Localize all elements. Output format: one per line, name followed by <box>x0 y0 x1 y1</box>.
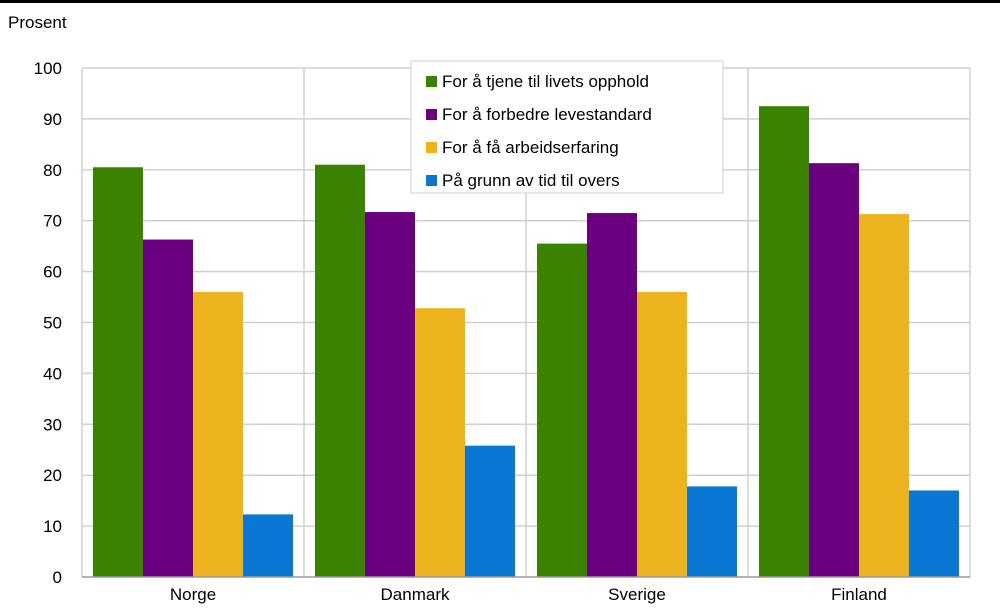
x-tick-label: Norge <box>170 585 216 604</box>
bar <box>415 308 465 577</box>
bar <box>859 214 909 577</box>
top-rule <box>0 0 1000 3</box>
legend-label: For å få arbeidserfaring <box>442 138 619 157</box>
y-tick-label: 20 <box>43 466 62 485</box>
y-tick-label: 10 <box>43 517 62 536</box>
bar <box>193 291 243 577</box>
bar <box>365 212 415 577</box>
legend-label: På grunn av tid til overs <box>442 171 620 190</box>
bar <box>687 486 737 577</box>
y-tick-label: 90 <box>43 110 62 129</box>
legend-swatch <box>426 109 437 120</box>
y-tick-label: 80 <box>43 161 62 180</box>
legend-swatch <box>426 142 437 153</box>
legend: For å tjene til livets opphold For å forb… <box>410 60 724 194</box>
legend-swatch <box>426 175 437 186</box>
x-tick-label: Finland <box>831 585 887 604</box>
bar <box>809 163 859 578</box>
legend-label: For å forbedre levestandard <box>442 105 652 124</box>
legend-label: For å tjene til livets opphold <box>442 72 649 91</box>
tick-labels: 0 10 20 30 40 50 60 70 80 90 100 Norge Danmark Sverig… <box>34 59 887 604</box>
bar <box>143 239 193 577</box>
y-tick-label: 50 <box>43 314 62 333</box>
y-tick-label: 70 <box>43 212 62 231</box>
y-tick-label: 60 <box>43 263 62 282</box>
x-tick-label: Sverige <box>608 585 666 604</box>
bar <box>909 490 959 577</box>
bar <box>587 213 637 577</box>
y-axis-label: Prosent <box>8 13 67 32</box>
legend-box <box>410 60 724 194</box>
x-tick-label: Danmark <box>381 585 450 604</box>
bar <box>465 445 515 577</box>
bar <box>759 106 809 578</box>
bar <box>637 291 687 577</box>
bars <box>93 106 959 578</box>
legend-swatch <box>426 76 437 87</box>
y-tick-label: 100 <box>34 59 62 78</box>
bar <box>537 243 587 578</box>
bar <box>315 164 365 577</box>
y-tick-label: 0 <box>53 568 62 587</box>
y-tick-label: 30 <box>43 415 62 434</box>
bar <box>93 167 143 577</box>
y-tick-label: 40 <box>43 364 62 383</box>
bar <box>243 514 293 577</box>
